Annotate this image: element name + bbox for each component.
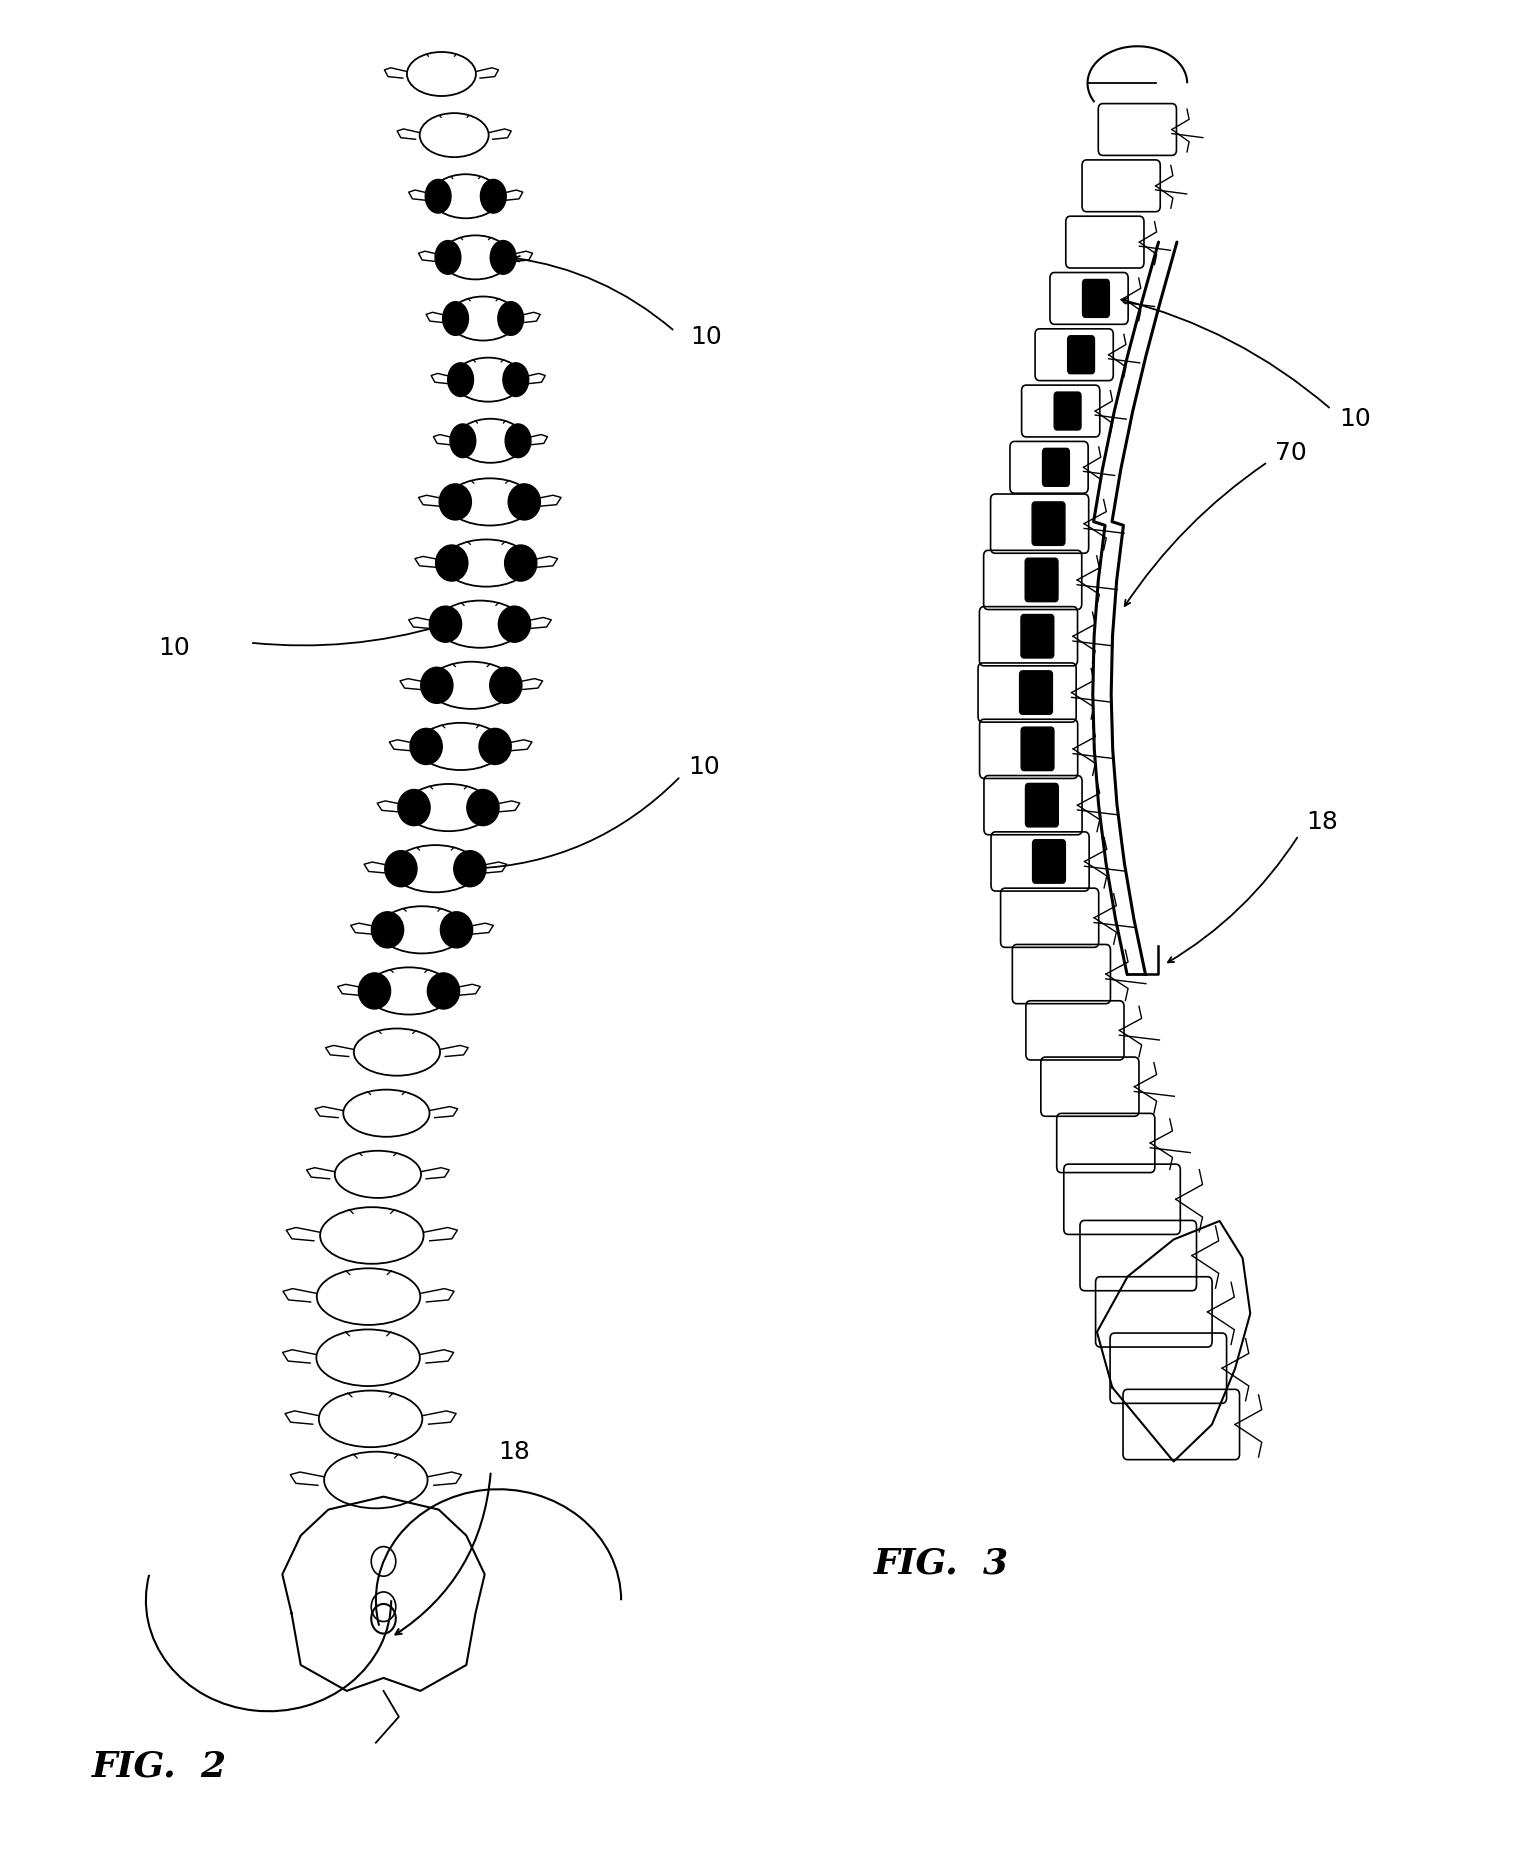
- Ellipse shape: [504, 546, 537, 581]
- Ellipse shape: [480, 179, 506, 213]
- FancyBboxPatch shape: [1082, 279, 1110, 318]
- Text: 10: 10: [690, 326, 722, 350]
- Ellipse shape: [498, 607, 530, 642]
- Ellipse shape: [399, 790, 431, 825]
- FancyBboxPatch shape: [1033, 840, 1065, 882]
- Ellipse shape: [385, 851, 417, 886]
- Text: 10: 10: [688, 755, 721, 779]
- Ellipse shape: [468, 790, 500, 825]
- Text: 70: 70: [1275, 440, 1308, 464]
- Ellipse shape: [420, 668, 452, 703]
- Ellipse shape: [371, 912, 403, 947]
- Ellipse shape: [454, 851, 486, 886]
- Ellipse shape: [440, 912, 472, 947]
- Ellipse shape: [489, 668, 521, 703]
- FancyBboxPatch shape: [1067, 335, 1095, 374]
- FancyBboxPatch shape: [1055, 392, 1081, 429]
- Ellipse shape: [448, 363, 474, 396]
- Ellipse shape: [507, 485, 540, 520]
- Text: 10: 10: [1338, 407, 1371, 431]
- FancyBboxPatch shape: [1032, 501, 1065, 546]
- Ellipse shape: [428, 973, 460, 1008]
- Ellipse shape: [438, 485, 471, 520]
- FancyBboxPatch shape: [1021, 727, 1053, 771]
- Ellipse shape: [425, 179, 451, 213]
- Text: FIG.  2: FIG. 2: [92, 1750, 227, 1783]
- Ellipse shape: [435, 240, 461, 274]
- Text: 18: 18: [1306, 810, 1338, 834]
- Ellipse shape: [409, 729, 442, 764]
- Text: 10: 10: [158, 636, 190, 660]
- FancyBboxPatch shape: [1021, 614, 1053, 659]
- Ellipse shape: [503, 363, 529, 396]
- Ellipse shape: [491, 240, 517, 274]
- FancyBboxPatch shape: [1042, 448, 1070, 487]
- Ellipse shape: [506, 424, 530, 457]
- Text: FIG.  3: FIG. 3: [874, 1547, 1009, 1580]
- Ellipse shape: [435, 546, 468, 581]
- Ellipse shape: [443, 302, 469, 335]
- FancyBboxPatch shape: [1026, 783, 1058, 827]
- Ellipse shape: [359, 973, 391, 1008]
- Ellipse shape: [478, 729, 510, 764]
- Ellipse shape: [498, 302, 524, 335]
- Text: 18: 18: [498, 1441, 530, 1463]
- FancyBboxPatch shape: [1026, 559, 1058, 601]
- Ellipse shape: [451, 424, 475, 457]
- Ellipse shape: [429, 607, 461, 642]
- FancyBboxPatch shape: [1019, 672, 1053, 714]
